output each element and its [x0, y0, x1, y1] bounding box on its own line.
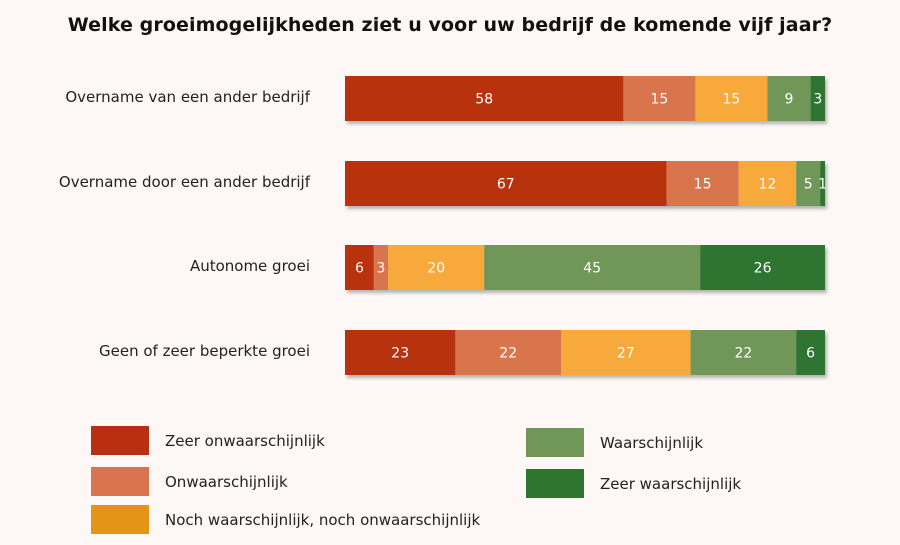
- bar-segment: [690, 330, 797, 375]
- data-label: 15: [722, 92, 740, 108]
- bar-segment: [345, 76, 624, 121]
- category-label: Autonome groei: [190, 257, 310, 275]
- data-label: 27: [617, 346, 635, 362]
- bar-segment: [767, 76, 811, 121]
- category-label: Overname van een ander bedrijf: [65, 88, 310, 106]
- data-label: 15: [650, 92, 668, 108]
- bar-segment: [345, 161, 667, 206]
- data-label: 5: [804, 177, 813, 193]
- category-label: Geen of zeer beperkte groei: [99, 342, 310, 360]
- bar-segment: [345, 245, 374, 290]
- bar-segment: [561, 330, 691, 375]
- data-label: 23: [391, 346, 409, 362]
- chart-title: Welke groeimogelijkheden ziet u voor uw …: [67, 14, 833, 36]
- bar-row: Overname door een ander bedrijf 67 15 12 5 1: [59, 161, 827, 206]
- data-label: 67: [497, 177, 515, 193]
- bar-segment: [738, 161, 797, 206]
- bar-stack: [345, 330, 825, 375]
- data-label: 1: [818, 177, 827, 193]
- data-label: 26: [754, 261, 772, 277]
- bar-row: Autonome groei 6 3 20 45 26: [190, 245, 825, 290]
- bar-segment: [345, 330, 456, 375]
- bar-segment: [388, 245, 485, 290]
- bar-segment: [484, 245, 701, 290]
- bar-segment: [796, 330, 825, 375]
- bar-segment: [810, 76, 825, 121]
- bar-segment: [796, 161, 821, 206]
- category-label: Overname door een ander bedrijf: [59, 173, 311, 191]
- data-label: 58: [475, 92, 493, 108]
- bar-row: Overname van een ander bedrijf 58 15 15 9 3: [65, 76, 825, 121]
- bar-row: Geen of zeer beperkte groei 23 22 27 22 6: [99, 330, 825, 375]
- data-label: 20: [427, 261, 445, 277]
- bar-segment: [373, 245, 389, 290]
- bar-stack: [345, 76, 825, 121]
- data-label: 22: [499, 346, 517, 362]
- data-label: 9: [785, 92, 794, 108]
- bar-segment: [455, 330, 561, 375]
- data-label: 12: [758, 177, 776, 193]
- bar-segment: [666, 161, 739, 206]
- data-label: 22: [734, 346, 752, 362]
- data-label: 3: [377, 261, 386, 277]
- bar-segment: [700, 245, 825, 290]
- data-label: 15: [694, 177, 712, 193]
- data-label: 45: [583, 261, 601, 277]
- bar-stack: [345, 245, 825, 290]
- data-label: 6: [806, 346, 815, 362]
- bar-segment: [623, 76, 696, 121]
- bar-segment: [695, 76, 768, 121]
- bar-stack: [345, 161, 825, 206]
- data-label: 3: [813, 92, 822, 108]
- data-label: 6: [355, 261, 364, 277]
- bar-segment: [820, 161, 825, 206]
